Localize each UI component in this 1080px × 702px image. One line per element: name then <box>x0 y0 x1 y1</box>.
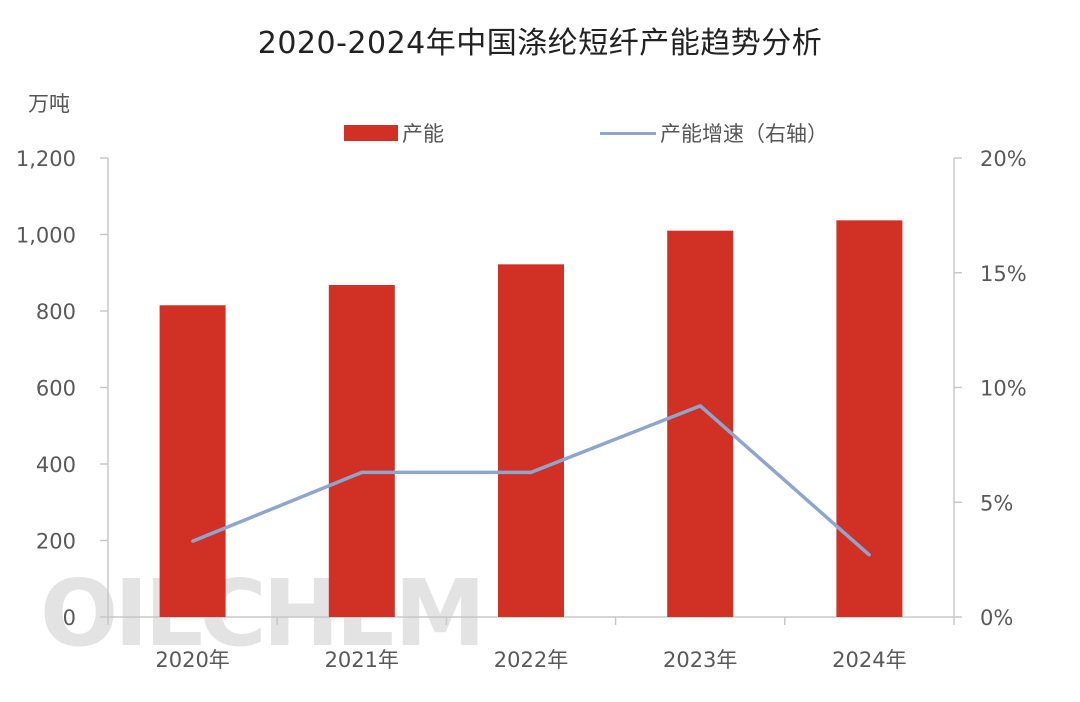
x-tick-label: 2022年 <box>494 648 568 672</box>
bar-capacity <box>667 230 734 618</box>
legend-line-label: 产能增速（右轴） <box>660 122 828 146</box>
line-point <box>360 470 364 474</box>
chart-title: 2020-2024年中国涤纶短纤产能趋势分析 <box>257 26 823 61</box>
y-right-tick-label: 20% <box>980 147 1027 171</box>
y-left-tick-label: 400 <box>36 453 76 477</box>
x-tick-label: 2024年 <box>832 648 906 672</box>
bar-capacity <box>498 264 564 617</box>
line-point <box>698 404 702 408</box>
x-tick-label: 2020年 <box>155 648 229 672</box>
line-point <box>867 553 871 557</box>
bar-capacity <box>836 220 903 617</box>
y-left-tick-label: 1,000 <box>16 224 76 248</box>
legend-bar-swatch <box>344 125 398 141</box>
y-left-tick-label: 1,200 <box>16 147 76 171</box>
legend-line-swatch <box>600 131 656 135</box>
bar-capacity <box>159 305 226 617</box>
y-right-tick-label: 15% <box>980 262 1027 286</box>
y-left-tick-label: 800 <box>36 300 76 324</box>
line-point <box>529 470 533 474</box>
y-axis-label: 万吨 <box>28 92 70 116</box>
y-left-tick-label: 600 <box>36 377 76 401</box>
y-right-tick-label: 10% <box>980 377 1027 401</box>
legend-item-bar: 产能 <box>344 118 444 148</box>
legend-bar-label: 产能 <box>402 122 444 146</box>
x-tick-label: 2023年 <box>663 648 737 672</box>
x-tick-label: 2021年 <box>325 648 399 672</box>
legend-item-line: 产能增速（右轴） <box>600 118 828 148</box>
bar-capacity <box>328 284 395 617</box>
y-left-tick-label: 200 <box>36 530 76 554</box>
line-point <box>191 539 195 543</box>
y-left-tick-label: 0 <box>63 606 76 630</box>
watermark-logo: OILCHEM <box>40 560 486 667</box>
y-right-tick-label: 5% <box>980 491 1013 515</box>
y-right-tick-label: 0% <box>980 606 1013 630</box>
